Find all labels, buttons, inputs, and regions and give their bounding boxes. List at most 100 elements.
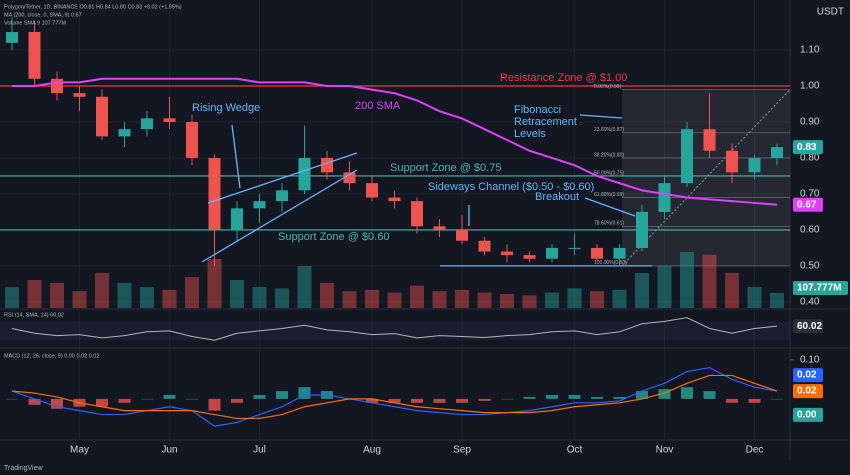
y-tick-label: 1.10: [800, 45, 820, 56]
y-tick-label: 0.70: [800, 189, 820, 200]
fib-label: 78.60%(0.61): [594, 221, 624, 227]
wedge-line: [207, 152, 358, 204]
candle-body: [28, 32, 41, 79]
volume-bar: [252, 287, 267, 308]
candle-body: [703, 129, 716, 151]
macd-hist: [501, 398, 513, 400]
candle-body: [456, 229, 468, 241]
candle-body: [366, 183, 378, 198]
macd-hist: [141, 398, 153, 400]
volume-bar: [500, 294, 514, 308]
volume-bar: [680, 252, 694, 308]
macd-hist: [748, 398, 761, 403]
channel-label: Sideways Channel ($0.50 - $0.60): [428, 181, 594, 193]
macd-hist: [771, 398, 783, 400]
candle-body: [546, 247, 558, 259]
macd-hist: [6, 398, 18, 400]
macd-hist: [456, 398, 468, 403]
y-tick-label: 1.00: [800, 81, 820, 92]
sma-line: [12, 77, 778, 206]
volume-bar: [477, 292, 492, 308]
signal-line: [11, 374, 778, 420]
candle-body: [748, 157, 761, 173]
macd-hist: [681, 387, 693, 399]
volume-bar: [117, 282, 132, 308]
volume-bar: [410, 285, 424, 308]
value-tag-label: 0.67: [797, 199, 817, 210]
value-tag-label: 0.02: [797, 370, 817, 381]
candle-body: [118, 129, 131, 137]
rsi-band: [0, 321, 790, 341]
candle-body: [771, 147, 783, 158]
header-symbol: Polygon/Tether, 1D, BINANCE O0.81 H0.84 …: [4, 4, 182, 10]
rsi-title: RSI (14, SMA, 14) 60.02: [4, 312, 64, 318]
macd-hist: [118, 398, 131, 403]
drawings: [201, 114, 636, 263]
macd-hist: [433, 398, 446, 403]
y-tick-label: 0.50: [800, 261, 820, 272]
volume-bar: [567, 288, 582, 308]
y-tick-label: 0.60: [800, 225, 820, 236]
macd-hist: [591, 396, 603, 399]
candle-body: [726, 150, 738, 173]
fib-title: Fibonacci: [514, 104, 561, 116]
candle-body: [343, 172, 356, 184]
candle-body: [276, 190, 288, 202]
wedge-line: [201, 169, 358, 263]
candle-body: [186, 121, 198, 158]
x-tick-label: Sep: [453, 445, 471, 456]
candle-body: [613, 247, 626, 259]
volume-bar: [95, 273, 109, 308]
macd-hist: [703, 391, 716, 399]
support-label: Support Zone @ $0.75: [390, 162, 501, 174]
marks-layer: 1.10 1.00 0.90 0.80 0.70 0.60 0.50 0.40 0.10 May J…: [6, 17, 848, 456]
macd-hist: [276, 391, 288, 399]
y-tick-label: 0.80: [800, 153, 820, 164]
volume-bar: [770, 292, 784, 308]
macd-hist: [51, 398, 63, 409]
value-tag: [793, 384, 823, 399]
value-tag-label: 107.777M: [797, 283, 841, 294]
macd-hist: [523, 396, 536, 399]
value-tag: [793, 281, 848, 295]
candle-body: [208, 157, 221, 230]
macd-hist: [546, 395, 558, 399]
macd-hist: [163, 395, 176, 399]
fib-label: 38.20%(0.80): [594, 152, 624, 158]
macd-hist: [568, 395, 581, 399]
value-tag: [793, 368, 823, 383]
volume-bar: [657, 266, 672, 308]
macd-hist: [231, 398, 243, 403]
volume-bar: [185, 277, 199, 308]
volume-bar: [297, 266, 312, 308]
value-tag-label: 0.00: [797, 410, 817, 421]
macd-hist: [186, 398, 198, 400]
macd-hist: [478, 398, 491, 401]
volume-bar: [275, 288, 289, 308]
wedge-label: Rising Wedge: [192, 102, 260, 114]
value-tag: [793, 140, 823, 155]
fib-label: 100.00%(0.50): [594, 260, 627, 266]
value-tag: [793, 319, 823, 334]
value-tag: [793, 407, 823, 422]
currency: USDT: [817, 7, 844, 18]
candle-body: [231, 208, 243, 230]
fib-trend: [621, 89, 791, 267]
resistance-label: Resistance Zone @ $1.00: [500, 72, 627, 84]
candle-body: [658, 183, 671, 212]
macd-hist: [298, 387, 311, 399]
fib-title: Retracement: [514, 116, 577, 128]
volume-bar: [72, 291, 87, 308]
x-tick-label: Oct: [567, 445, 583, 456]
y-tick-label: 0.40: [800, 297, 820, 308]
volume-bar: [387, 292, 402, 308]
x-tick-label: Aug: [363, 445, 381, 456]
candle-body: [433, 226, 446, 230]
candle-body: [568, 247, 581, 249]
macd-hist: [411, 398, 423, 403]
volume-bar: [342, 291, 357, 308]
macd-hist: [388, 398, 401, 403]
volume-bar: [320, 282, 334, 308]
candle-body: [298, 157, 311, 191]
x-tick-label: Nov: [656, 445, 674, 456]
